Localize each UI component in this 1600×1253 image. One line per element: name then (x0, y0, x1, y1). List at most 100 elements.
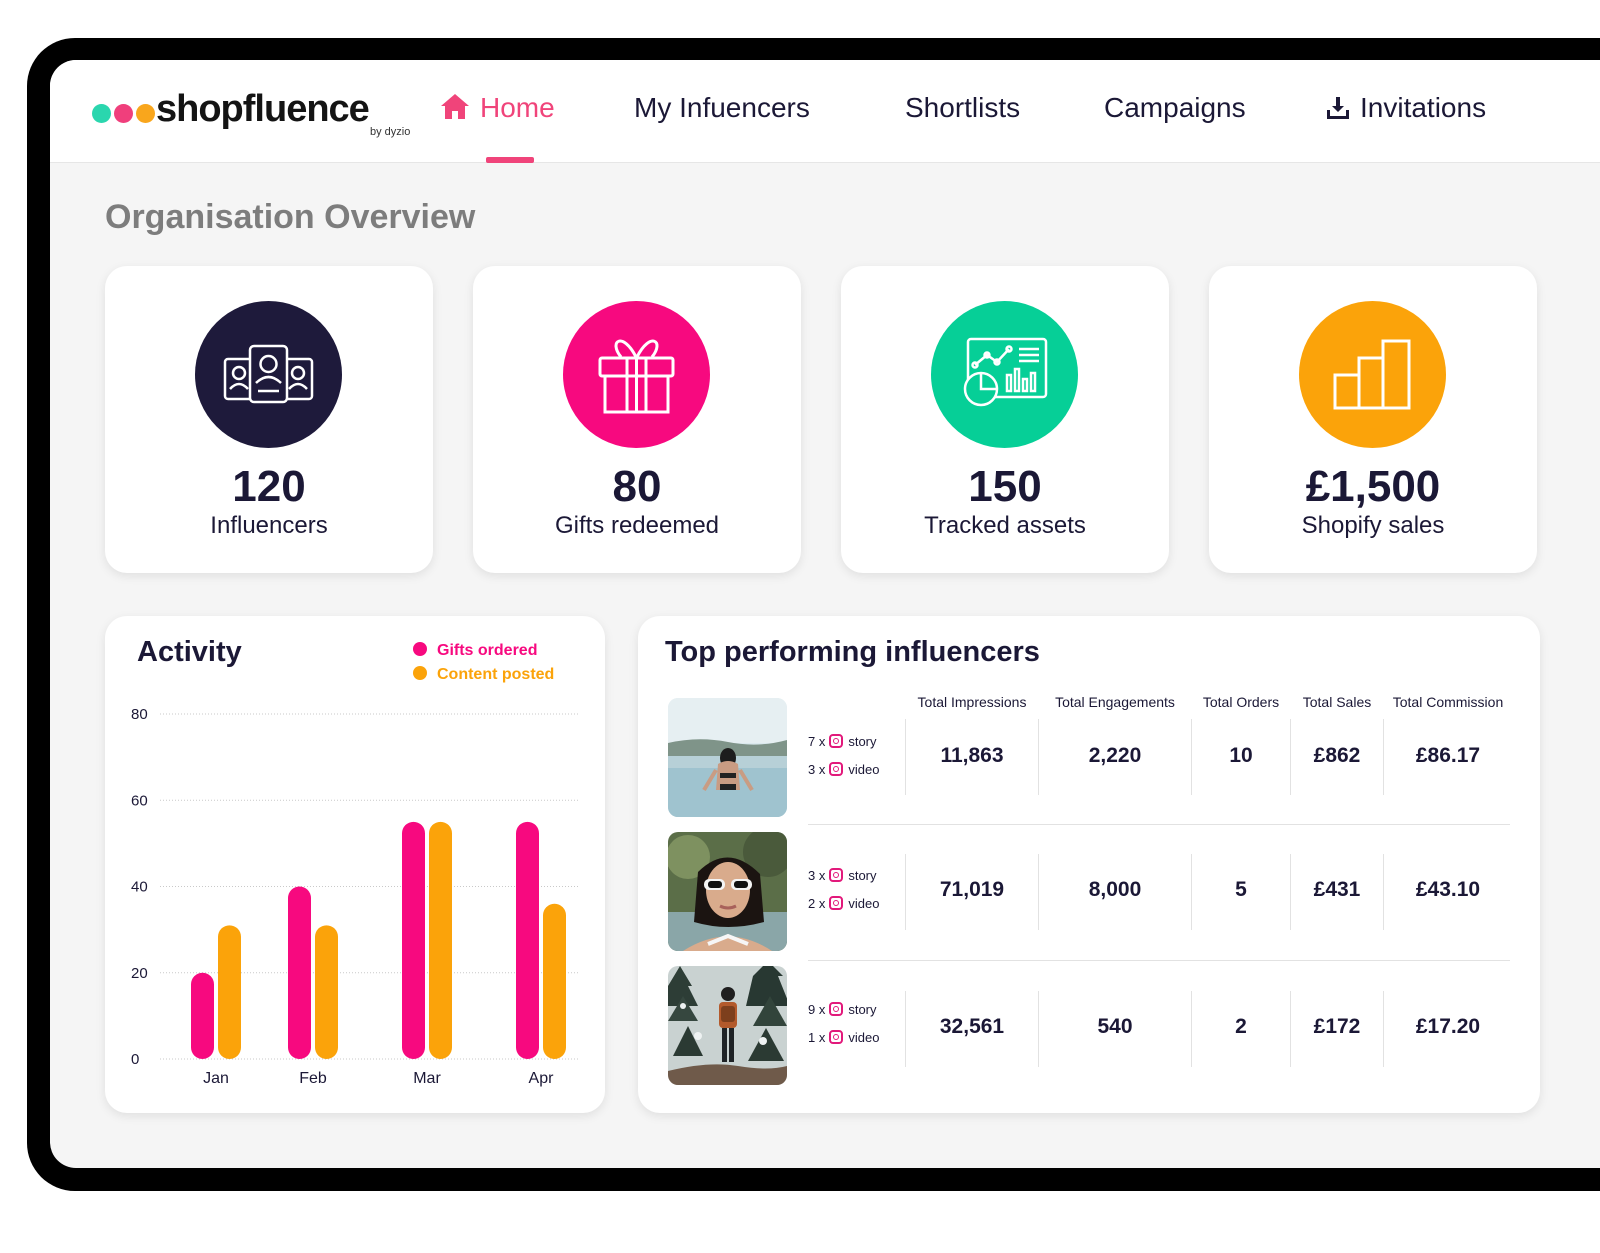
bar-gifts-ordered-mar (402, 821, 425, 1059)
bar-content-posted-apr (543, 903, 566, 1059)
top-navigation-bar: shopfluence by dyzio Home My Infuencers … (50, 60, 1600, 163)
activity-card: Activity Gifts ordered Content posted 0 2… (105, 616, 605, 1113)
x-tick-label: Apr (529, 1070, 555, 1087)
kpi-card-shopify-sales[interactable]: £1,500 Shopify sales (1209, 266, 1537, 573)
orders-value: 5 (1235, 878, 1247, 901)
orders-value: 10 (1229, 744, 1253, 767)
video-label: video (848, 762, 880, 777)
nav-shortlists[interactable]: Shortlists (905, 92, 1021, 123)
legend-content-posted: Content posted (413, 666, 554, 684)
column-divider (1038, 719, 1039, 795)
commission-value: £43.10 (1415, 878, 1481, 901)
story-count: 3 x (808, 868, 826, 883)
video-count: 2 x (808, 896, 826, 911)
nav-my-infuencers[interactable]: My Infuencers (634, 92, 810, 123)
influencer-photo-sunglasses[interactable] (668, 832, 787, 951)
x-tick-label: Jan (203, 1070, 229, 1087)
instagram-icon (829, 1030, 844, 1044)
kpi-value: 120 (232, 462, 306, 511)
column-divider (1383, 991, 1384, 1067)
story-count: 9 x (808, 1002, 826, 1017)
logo-dot-green (92, 104, 111, 123)
story-count: 7 x (808, 734, 826, 749)
commission-value: £86.17 (1415, 744, 1481, 767)
column-divider (1290, 991, 1291, 1067)
instagram-icon (829, 762, 844, 776)
engagements-value: 540 (1097, 1015, 1133, 1038)
column-divider (1038, 991, 1039, 1067)
bar-gifts-ordered-apr (516, 821, 539, 1059)
story-label: story (848, 1002, 877, 1017)
top-performers-card: Top performing influencers Total Impress… (638, 616, 1540, 1113)
kpi-value: £1,500 (1305, 462, 1441, 511)
column-divider (905, 854, 906, 930)
impressions-value: 71,019 (939, 878, 1005, 901)
top-performers-title: Top performing influencers (665, 636, 1040, 668)
bar-chart-icon (1299, 301, 1446, 448)
row-divider (808, 960, 1510, 961)
home-icon (440, 92, 470, 127)
nav-invitations-label: Invitations (1360, 92, 1487, 123)
column-divider (1383, 854, 1384, 930)
sales-value: £431 (1313, 878, 1361, 901)
column-divider (1191, 854, 1192, 930)
column-divider (905, 719, 906, 795)
video-count: 1 x (808, 1030, 826, 1045)
page-title: Organisation Overview (105, 198, 476, 236)
kpi-card-gifts-redeemed[interactable]: 80 Gifts redeemed (473, 266, 801, 573)
kpi-value: 80 (612, 462, 662, 511)
video-label: video (848, 1030, 880, 1045)
influencer-photo-pool[interactable] (668, 698, 787, 817)
content-breakdown: 7 x story 3 x video (808, 728, 879, 784)
video-label: video (848, 896, 880, 911)
bar-content-posted-mar (429, 821, 452, 1059)
content-breakdown: 3 x story 2 x video (808, 862, 879, 918)
kpi-label: Influencers (210, 512, 328, 539)
y-tick-label: 40 (131, 879, 148, 896)
gift-icon (563, 301, 710, 448)
kpi-card-influencers[interactable]: 120 Influencers (105, 266, 433, 573)
y-tick-label: 0 (131, 1051, 139, 1068)
y-tick-label: 60 (131, 792, 148, 809)
nav-home[interactable]: Home (440, 92, 555, 127)
instagram-icon (829, 896, 844, 910)
content-breakdown: 9 x story 1 x video (808, 996, 879, 1052)
column-divider (1191, 719, 1192, 795)
column-divider (1383, 719, 1384, 795)
legend-dot-orange (413, 666, 427, 680)
kpi-value: 150 (968, 462, 1042, 511)
bar-gifts-ordered-jan (191, 972, 214, 1059)
bar-content-posted-feb (315, 925, 338, 1059)
legend-label: Gifts ordered (437, 642, 538, 659)
legend-gifts-ordered: Gifts ordered (413, 642, 537, 660)
commission-value: £17.20 (1415, 1015, 1481, 1038)
legend-dot-pink (413, 642, 427, 656)
nav-campaigns[interactable]: Campaigns (1104, 92, 1246, 123)
brand-name: shopfluence (156, 88, 370, 130)
activity-bar-chart: 0 20 40 60 80 Jan Feb Mar Apr (131, 706, 580, 1087)
kpi-label: Tracked assets (924, 512, 1086, 539)
column-divider (905, 991, 906, 1067)
instagram-icon (829, 734, 844, 748)
instagram-icon (829, 868, 844, 882)
column-header-impressions: Total Impressions (917, 694, 1027, 710)
impressions-value: 11,863 (940, 744, 1004, 767)
bar-gifts-ordered-feb (288, 886, 311, 1059)
x-tick-label: Feb (299, 1070, 327, 1087)
influencer-photo-hiker[interactable] (668, 966, 787, 1085)
logo-dot-orange (136, 104, 155, 123)
story-label: story (848, 734, 877, 749)
kpi-card-tracked-assets[interactable]: 150 Tracked assets (841, 266, 1169, 573)
column-divider (1290, 854, 1291, 930)
column-divider (1290, 719, 1291, 795)
brand-byline: by dyzio (370, 126, 411, 138)
logo-dot-pink (114, 104, 133, 123)
analytics-dashboard-icon (931, 301, 1078, 448)
column-header-engagements: Total Engagements (1055, 694, 1175, 710)
nav-invitations[interactable]: Invitations (1326, 92, 1486, 127)
video-count: 3 x (808, 762, 826, 777)
kpi-label: Shopify sales (1301, 512, 1445, 539)
legend-label: Content posted (437, 666, 555, 683)
download-icon (1326, 95, 1350, 127)
impressions-value: 32,561 (939, 1015, 1005, 1038)
